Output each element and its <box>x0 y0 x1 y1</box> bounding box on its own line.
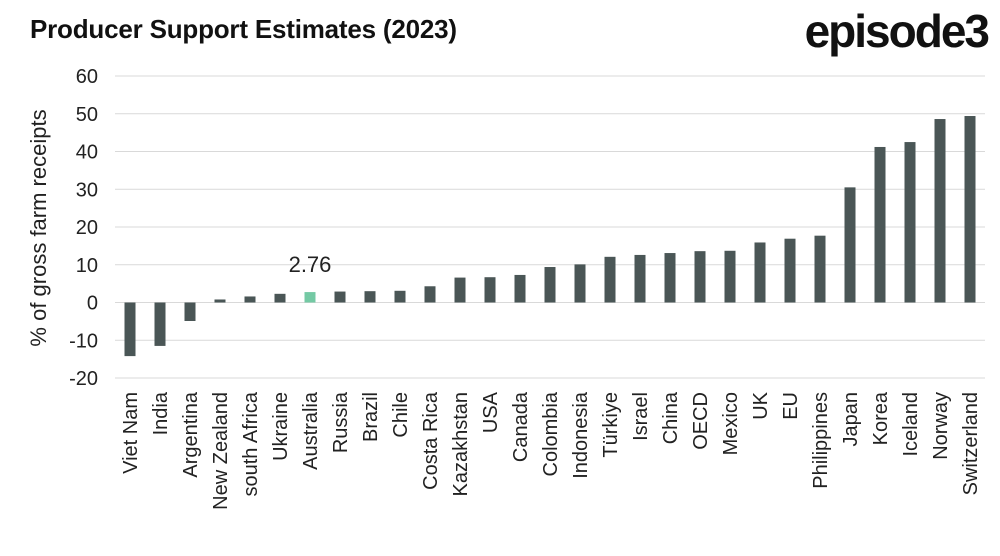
x-tick-label: New Zealand <box>210 392 232 510</box>
x-tick-label: Norway <box>930 392 952 460</box>
x-tick-label: Australia <box>300 391 322 470</box>
data-label: 2.76 <box>289 252 332 277</box>
x-tick-label: Philippines <box>810 392 832 489</box>
x-tick-label: Iceland <box>900 392 922 457</box>
x-tick-label: EU <box>780 392 802 420</box>
x-tick-label: Indonesia <box>570 391 592 479</box>
bar-korea <box>874 146 886 303</box>
bars <box>124 116 976 357</box>
x-axis-categories: Viet Nam India Argentina New Zealand south A… <box>120 391 982 510</box>
bar-iceland <box>904 142 916 303</box>
bar-kazakhstan <box>454 277 466 303</box>
x-tick-label: Kazakhstan <box>450 392 472 497</box>
bar-australia <box>304 292 316 303</box>
x-tick-label: Canada <box>510 391 532 462</box>
x-tick-label: Korea <box>870 391 892 445</box>
bar-south-africa <box>244 296 256 303</box>
x-tick-label: Switzerland <box>960 392 982 495</box>
y-tick-label: 50 <box>76 104 98 126</box>
x-tick-label: UK <box>750 391 772 419</box>
x-tick-label: Japan <box>840 392 862 447</box>
x-tick-label: China <box>660 391 682 444</box>
y-tick-label: -20 <box>69 368 98 390</box>
bar-philippines <box>814 235 826 303</box>
x-tick-label: Costa Rica <box>420 391 442 490</box>
bar-new-zealand <box>214 299 226 303</box>
x-tick-label: India <box>150 391 172 435</box>
y-tick-label: 20 <box>76 217 98 239</box>
brand-logo: episode3 <box>804 5 990 57</box>
x-tick-label: Türkiye <box>600 392 622 458</box>
bar-argentina <box>184 302 196 321</box>
y-tick-label: 30 <box>76 179 98 201</box>
x-tick-label: Colombia <box>540 391 562 476</box>
bar-norway <box>934 119 946 303</box>
x-tick-label: Viet Nam <box>120 392 142 474</box>
bar-russia <box>334 291 346 303</box>
x-tick-label: Russia <box>330 391 352 453</box>
y-tick-label: -10 <box>69 330 98 352</box>
chart-title: Producer Support Estimates (2023) <box>30 14 457 44</box>
bar-uk <box>754 242 766 303</box>
bar-oecd <box>694 251 706 303</box>
y-tick-label: 0 <box>87 293 98 315</box>
bar-israel <box>634 254 646 303</box>
bar-china <box>664 253 676 303</box>
y-axis-label: % of gross farm receipts <box>26 109 51 346</box>
bar-brazil <box>364 291 376 303</box>
bar-eu <box>784 238 796 303</box>
y-tick-label: 60 <box>76 66 98 88</box>
x-tick-label: USA <box>480 391 502 433</box>
bar-t-rkiye <box>604 256 616 303</box>
bar-switzerland <box>964 116 976 303</box>
bar-canada <box>514 274 526 303</box>
bar-viet-nam <box>124 302 136 357</box>
bar-colombia <box>544 267 556 303</box>
bar-costa-rica <box>424 286 436 303</box>
x-tick-label: OECD <box>690 392 712 450</box>
x-tick-label: Israel <box>630 392 652 441</box>
data-labels: 2.76 <box>289 252 332 277</box>
bar-india <box>154 302 166 346</box>
x-tick-label: south Africa <box>240 391 262 496</box>
y-tick-label: 40 <box>76 142 98 164</box>
x-tick-label: Mexico <box>720 392 742 455</box>
bar-chile <box>394 290 406 303</box>
bar-ukraine <box>274 293 286 303</box>
y-tick-label: 10 <box>76 255 98 277</box>
x-tick-label: Brazil <box>360 392 382 442</box>
bar-mexico <box>724 250 736 303</box>
x-tick-label: Ukraine <box>270 392 292 461</box>
bar-japan <box>844 187 856 303</box>
x-tick-label: Argentina <box>180 391 202 477</box>
y-axis-ticks: 60 50 40 30 20 10 0 -10 -20 <box>69 66 98 390</box>
bar-indonesia <box>574 264 586 303</box>
bar-usa <box>484 277 496 303</box>
x-tick-label: Chile <box>390 392 412 438</box>
